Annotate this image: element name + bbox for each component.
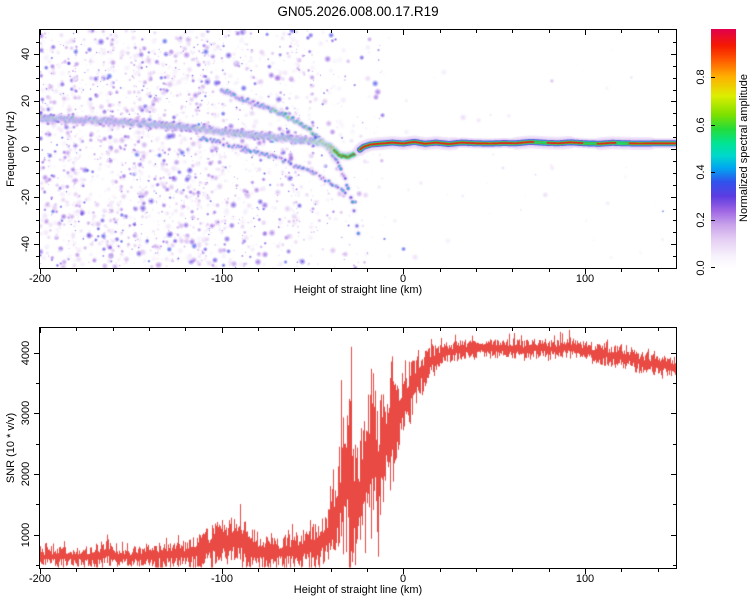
y-tick-label: -20 <box>20 189 32 205</box>
x-minor-tick <box>549 569 550 572</box>
y-tick <box>34 474 39 475</box>
x-minor-tick <box>367 269 368 272</box>
x-minor-tick <box>440 269 441 272</box>
y-minor-tick <box>36 232 39 233</box>
snr-ylabel: SNR (10 * v/v) <box>5 412 17 484</box>
y-minor-tick <box>36 565 39 566</box>
x-tick <box>222 269 223 274</box>
x-minor-tick <box>512 569 513 572</box>
x-minor-tick <box>185 269 186 272</box>
spectrogram-plot <box>40 30 676 268</box>
y-minor-tick <box>36 173 39 174</box>
x-minor-tick <box>476 569 477 572</box>
colorbar-tick-label: 0.4 <box>695 164 707 181</box>
x-minor-tick <box>658 569 659 572</box>
y-tick-label: 2000 <box>20 461 32 487</box>
x-tick <box>585 569 586 574</box>
x-minor-tick <box>621 269 622 272</box>
y-minor-tick <box>36 185 39 186</box>
y-tick-label: 0 <box>20 145 32 153</box>
y-tick <box>34 244 39 245</box>
x-minor-tick <box>331 569 332 572</box>
y-minor-tick <box>36 125 39 126</box>
x-minor-tick <box>113 569 114 572</box>
y-minor-tick <box>36 383 39 384</box>
x-minor-tick <box>294 569 295 572</box>
y-minor-tick <box>36 78 39 79</box>
colorbar-gradient <box>711 29 736 268</box>
y-minor-tick <box>36 66 39 67</box>
figure-title: GN05.2026.008.00.17.R19 <box>277 4 439 19</box>
x-minor-tick <box>294 269 295 272</box>
x-tick <box>40 269 41 274</box>
y-minor-tick <box>36 220 39 221</box>
x-minor-tick <box>149 569 150 572</box>
y-minor-tick <box>36 504 39 505</box>
colorbar-tick-label: 0.6 <box>695 116 707 133</box>
x-minor-tick <box>113 269 114 272</box>
x-minor-tick <box>658 269 659 272</box>
y-tick-label: 3000 <box>20 400 32 426</box>
x-minor-tick <box>331 269 332 272</box>
spectrogram-ylabel: Frequency (Hz) <box>5 111 17 187</box>
colorbar-tick-label: 0.8 <box>695 69 707 85</box>
y-minor-tick <box>36 137 39 138</box>
x-minor-tick <box>367 569 368 572</box>
x-tick <box>403 269 404 274</box>
spectrogram-xlabel: Height of straight line (km) <box>293 284 423 296</box>
y-minor-tick <box>36 42 39 43</box>
y-tick-label: -40 <box>20 236 32 252</box>
y-minor-tick <box>36 90 39 91</box>
y-minor-tick <box>36 209 39 210</box>
y-tick-label: 20 <box>20 94 32 108</box>
x-tick <box>585 269 586 274</box>
x-tick <box>40 569 41 574</box>
x-minor-tick <box>476 269 477 272</box>
y-minor-tick <box>36 113 39 114</box>
y-tick <box>34 54 39 55</box>
y-tick-label: 4000 <box>20 340 32 366</box>
x-minor-tick <box>440 569 441 572</box>
y-tick <box>34 197 39 198</box>
x-minor-tick <box>258 569 259 572</box>
colorbar-tick-label: 0.0 <box>695 260 707 276</box>
y-tick <box>34 413 39 414</box>
y-tick <box>34 101 39 102</box>
x-minor-tick <box>258 269 259 272</box>
y-tick <box>34 149 39 150</box>
x-minor-tick <box>149 269 150 272</box>
snr-xlabel: Height of straight line (km) <box>293 584 423 596</box>
x-minor-tick <box>549 269 550 272</box>
x-minor-tick <box>76 269 77 272</box>
x-minor-tick <box>512 269 513 272</box>
y-tick <box>34 353 39 354</box>
y-minor-tick <box>36 161 39 162</box>
y-tick <box>34 535 39 536</box>
y-tick-label: 40 <box>20 47 32 61</box>
y-minor-tick <box>36 256 39 257</box>
colorbar-tick-label: 0.2 <box>695 212 707 228</box>
x-tick <box>222 569 223 574</box>
x-minor-tick <box>621 569 622 572</box>
colorbar-label: Normalized spectral amplitude <box>738 74 750 222</box>
y-minor-tick <box>36 444 39 445</box>
x-minor-tick <box>76 569 77 572</box>
y-tick-label: 1000 <box>20 522 32 548</box>
snr-plot <box>40 328 676 568</box>
x-tick <box>403 569 404 574</box>
x-minor-tick <box>185 569 186 572</box>
